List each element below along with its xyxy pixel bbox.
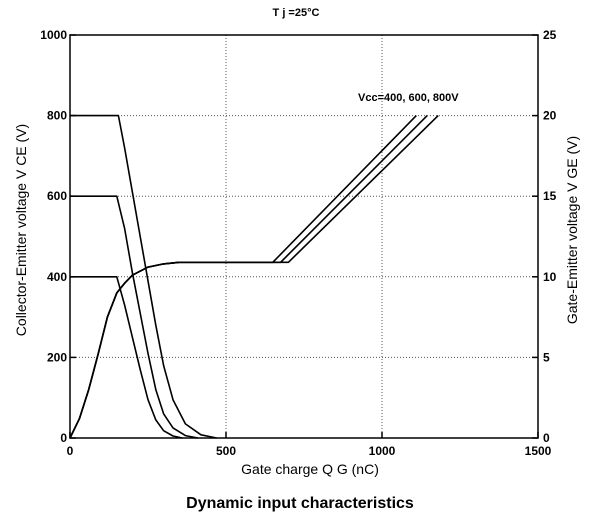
vce-curve-600	[70, 195, 199, 439]
curves	[69, 114, 439, 439]
y-left-axis-label: Collector-Emitter voltage V CE (V)	[13, 124, 29, 336]
vce-curve-800	[70, 114, 217, 439]
y-left-tick-label: 200	[47, 350, 67, 364]
y-left-tick-label: 800	[47, 109, 67, 123]
y-left-tick-label: 400	[47, 270, 67, 284]
condition-label: T j =25°C	[273, 7, 320, 19]
plot-frame	[69, 34, 539, 439]
y-right-tick-label: 15	[543, 189, 557, 203]
x-tick-label: 1500	[525, 444, 552, 458]
x-tick-label: 500	[216, 444, 236, 458]
vcc-annotation: Vcc=400, 600, 800V	[358, 92, 459, 104]
y-left-tick-label: 600	[47, 189, 67, 203]
y-right-tick-label: 25	[543, 28, 557, 42]
vge-curve-3	[69, 115, 439, 439]
y-right-tick-label: 20	[543, 109, 557, 123]
chart-title: Dynamic input characteristics	[186, 495, 414, 512]
vce-curve-400	[70, 276, 183, 439]
y-right-tick-label: 5	[543, 350, 550, 364]
y-left-tick-label: 1000	[40, 28, 67, 42]
grid	[70, 35, 538, 438]
y-right-tick-label: 10	[543, 270, 557, 284]
y-right-tick-label: 0	[543, 431, 550, 445]
y-left-tick-label: 0	[60, 431, 67, 445]
x-axis-label: Gate charge Q G (nC)	[241, 461, 379, 477]
x-tick-label: 1000	[369, 444, 396, 458]
x-tick-label: 0	[67, 444, 74, 458]
y-right-axis-label: Gate-Emitter voltage V GE (V)	[564, 136, 580, 324]
